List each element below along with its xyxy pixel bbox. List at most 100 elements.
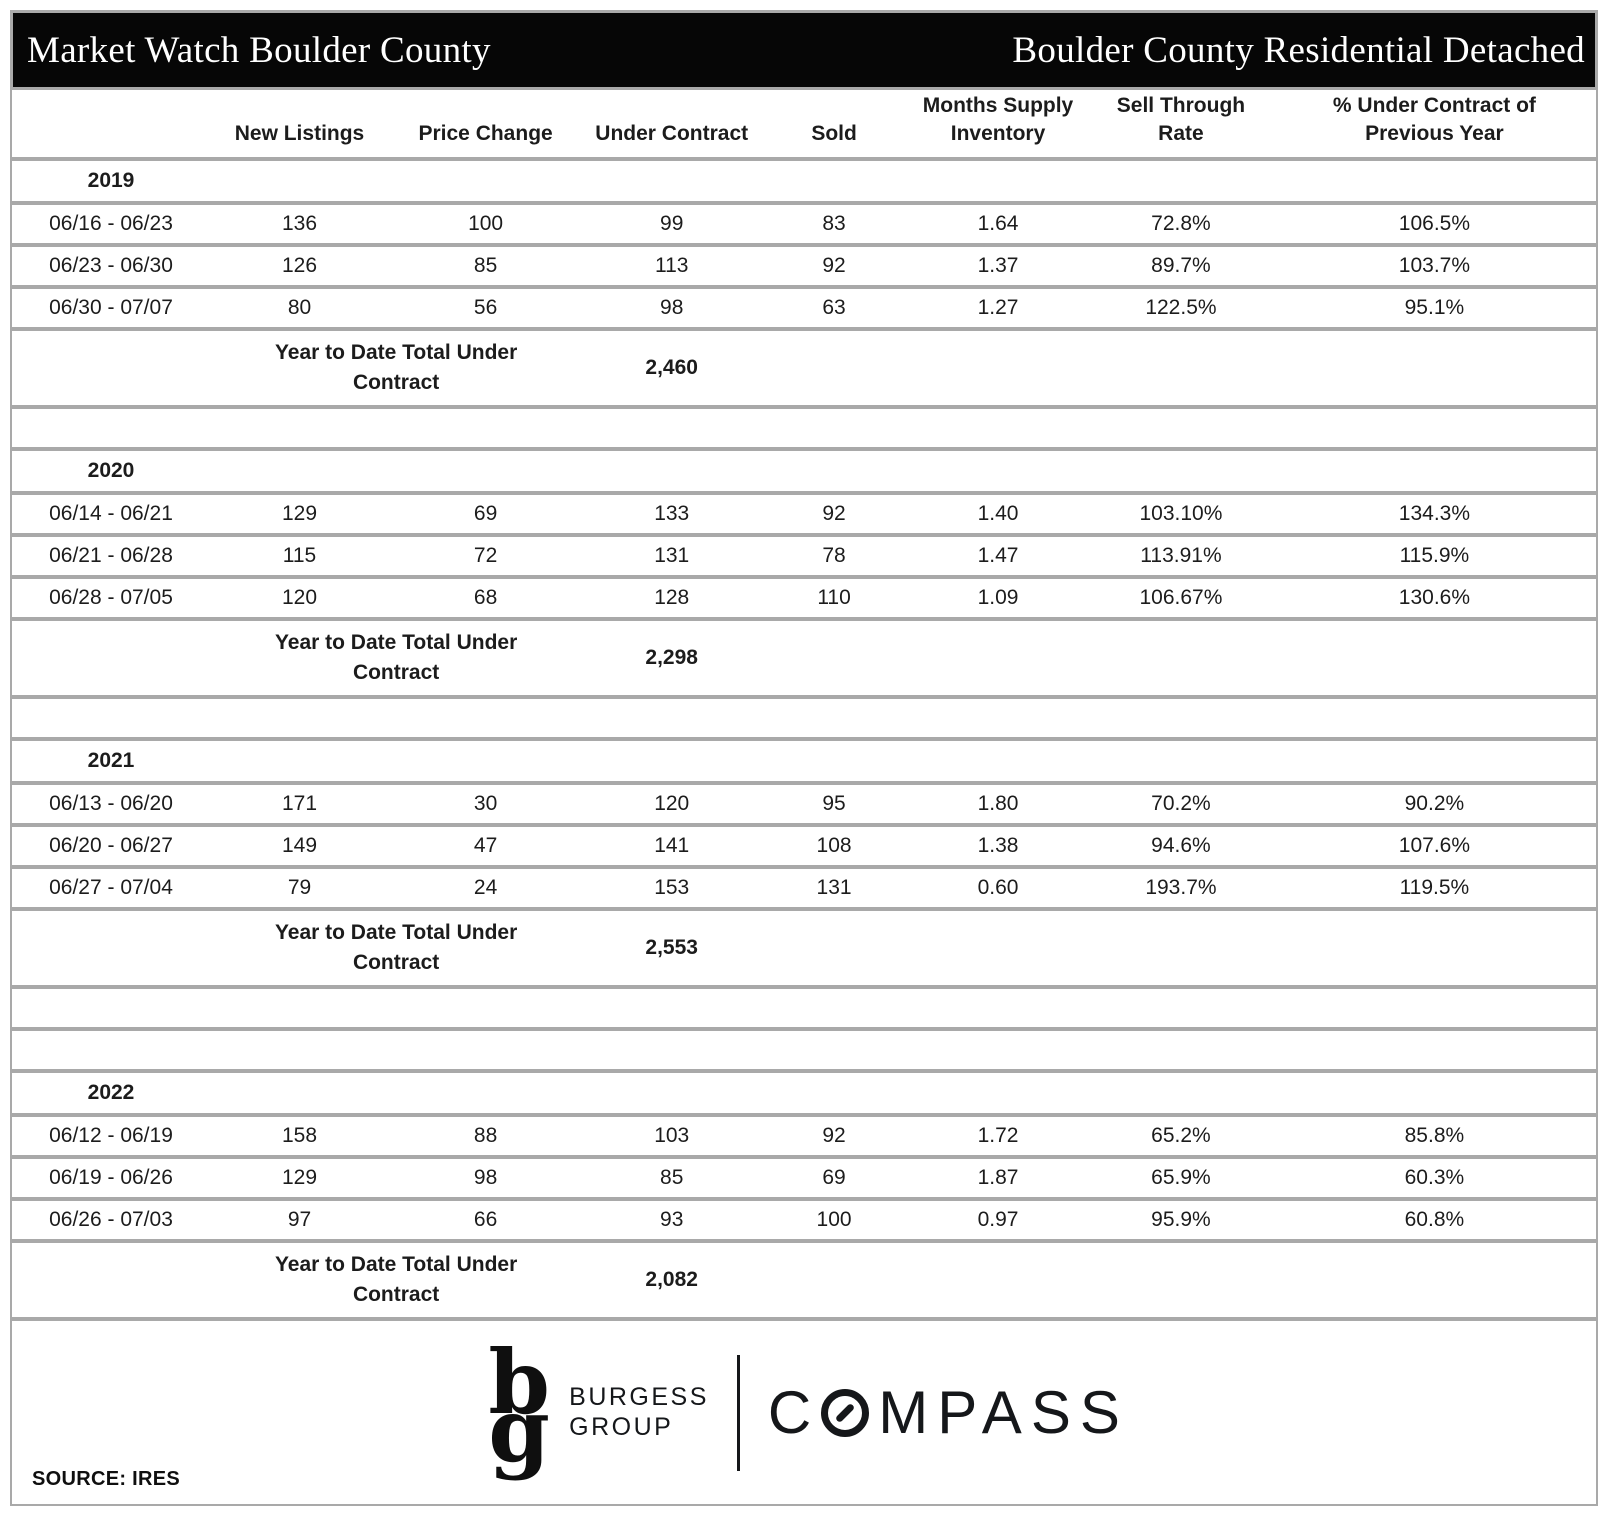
price-change-cell: 100 <box>468 212 504 235</box>
under-contract-cell: 153 <box>654 876 690 899</box>
ytd-total-value: 2,553 <box>645 936 698 959</box>
sell-through-cell: 122.5% <box>1145 296 1217 319</box>
report-title: Market Watch Boulder County <box>27 29 491 71</box>
months-supply-cell: 0.60 <box>977 876 1019 899</box>
pct-prev-year-cell: 95.1% <box>1404 296 1465 319</box>
ytd-total-value: 2,082 <box>645 1268 698 1291</box>
ytd-total-label: Year to Date Total Under Contract <box>274 340 518 394</box>
compass-o-needle-icon <box>821 1388 870 1437</box>
monogram-letter-g: g <box>488 1377 550 1482</box>
months-supply-cell: 1.87 <box>977 1166 1019 1189</box>
column-header-sell_through_rate: Sell Through Rate <box>1116 94 1246 145</box>
year-label: 2020 <box>87 459 135 482</box>
under-contract-cell: 141 <box>654 834 690 857</box>
period-cell: 06/26 - 07/03 <box>49 1208 173 1231</box>
period-cell: 06/19 - 06/26 <box>49 1166 173 1189</box>
sold-cell: 83 <box>822 212 846 235</box>
price-change-cell: 66 <box>473 1208 498 1231</box>
market-data-table: New Listings Price Change Under Contract So… <box>10 90 1598 1506</box>
under-contract-cell: 103 <box>654 1124 690 1147</box>
months-supply-cell: 1.47 <box>977 544 1019 567</box>
column-header-new_listings: New Listings <box>234 121 365 145</box>
table-row: 06/27 - 07/04 79 24 153 131 0.60 193.7% … <box>12 869 1596 911</box>
new-listings-cell: 129 <box>281 1166 318 1189</box>
column-header-row: New Listings Price Change Under Contract So… <box>12 90 1596 161</box>
new-listings-cell: 129 <box>281 502 318 525</box>
table-row: 06/23 - 06/30 126 85 113 92 1.37 89.7% 1… <box>12 247 1596 289</box>
months-supply-cell: 1.64 <box>977 212 1019 235</box>
under-contract-cell: 131 <box>654 544 690 567</box>
sold-cell: 131 <box>816 876 852 899</box>
column-header-months_supply_inventory: Months Supply Inventory <box>922 94 1074 145</box>
sell-through-cell: 95.9% <box>1151 1208 1211 1231</box>
sold-cell: 110 <box>817 586 851 609</box>
sell-through-cell: 193.7% <box>1145 876 1217 899</box>
period-cell: 06/13 - 06/20 <box>49 792 173 815</box>
new-listings-cell: 120 <box>281 586 318 609</box>
year-header-row: 2022 <box>12 1073 1596 1117</box>
price-change-cell: 88 <box>473 1124 498 1147</box>
table-row: 06/12 - 06/19 158 88 103 92 1.72 65.2% 8… <box>12 1117 1596 1159</box>
ytd-total-value: 2,460 <box>645 356 698 379</box>
price-change-cell: 98 <box>473 1166 498 1189</box>
sell-through-cell: 113.91% <box>1140 544 1222 567</box>
sold-cell: 100 <box>816 1208 852 1231</box>
column-header-sold: Sold <box>811 121 857 145</box>
ytd-total-row: Year to Date Total Under Contract 2,553 <box>12 911 1596 989</box>
sold-cell: 92 <box>822 1124 846 1147</box>
ytd-total-label: Year to Date Total Under Contract <box>274 630 518 684</box>
period-cell: 06/16 - 06/23 <box>49 212 173 235</box>
table-body: 2019 06/16 - 06/23 136 100 99 83 1.64 72… <box>12 161 1596 1321</box>
sold-cell: 108 <box>816 834 852 857</box>
period-cell: 06/20 - 06/27 <box>49 834 173 857</box>
source-note: SOURCE: IRES <box>32 1468 181 1490</box>
sell-through-cell: 103.10% <box>1139 502 1223 525</box>
burgess-line2: GROUP <box>569 1412 674 1441</box>
new-listings-cell: 171 <box>281 792 318 815</box>
months-supply-cell: 1.38 <box>977 834 1019 857</box>
sell-through-cell: 106.67% <box>1139 586 1223 609</box>
under-contract-cell: 93 <box>660 1208 684 1231</box>
price-change-cell: 72 <box>473 544 498 567</box>
table-row: 06/21 - 06/28 115 72 131 78 1.47 113.91%… <box>12 537 1596 579</box>
sell-through-cell: 65.2% <box>1151 1124 1211 1147</box>
under-contract-cell: 113 <box>654 254 689 277</box>
price-change-cell: 47 <box>473 834 498 857</box>
period-cell: 06/28 - 07/05 <box>49 586 173 609</box>
pct-prev-year-cell: 115.9% <box>1399 544 1470 567</box>
year-header-row: 2019 <box>12 161 1596 205</box>
pct-prev-year-cell: 106.5% <box>1398 212 1471 235</box>
pct-prev-year-cell: 103.7% <box>1398 254 1471 277</box>
period-cell: 06/12 - 06/19 <box>49 1124 173 1147</box>
spacer-row <box>12 989 1596 1031</box>
ytd-total-row: Year to Date Total Under Contract 2,298 <box>12 621 1596 699</box>
table-row: 06/14 - 06/21 129 69 133 92 1.40 103.10%… <box>12 495 1596 537</box>
ytd-total-label: Year to Date Total Under Contract <box>274 1252 518 1306</box>
year-label: 2021 <box>87 749 135 772</box>
burgess-group-wordmark: BURGESS GROUP <box>569 1383 709 1442</box>
pct-prev-year-cell: 119.5% <box>1399 876 1470 899</box>
sell-through-cell: 65.9% <box>1151 1166 1211 1189</box>
price-change-cell: 56 <box>473 296 498 319</box>
months-supply-cell: 1.40 <box>977 502 1019 525</box>
sold-cell: 92 <box>822 254 846 277</box>
new-listings-cell: 149 <box>281 834 318 857</box>
table-row: 06/30 - 07/07 80 56 98 63 1.27 122.5% 95… <box>12 289 1596 331</box>
new-listings-cell: 115 <box>282 544 317 567</box>
sold-cell: 95 <box>822 792 846 815</box>
under-contract-cell: 98 <box>660 296 684 319</box>
period-cell: 06/27 - 07/04 <box>49 876 173 899</box>
period-cell: 06/14 - 06/21 <box>49 502 173 525</box>
burgess-line1: BURGESS <box>569 1383 709 1411</box>
sell-through-cell: 70.2% <box>1151 792 1211 815</box>
price-change-cell: 30 <box>473 792 498 815</box>
table-row: 06/16 - 06/23 136 100 99 83 1.64 72.8% 1… <box>12 205 1596 247</box>
price-change-cell: 85 <box>473 254 498 277</box>
compass-letters-mpass: MPASS <box>878 1379 1129 1446</box>
compass-letter-c: C <box>767 1379 821 1446</box>
sold-cell: 69 <box>822 1166 846 1189</box>
column-header-under_contract: Under Contract <box>595 121 749 145</box>
logo-divider <box>736 1354 740 1471</box>
year-label: 2022 <box>87 1081 135 1104</box>
logo-cluster: b g BURGESS GROUP C MPASS <box>12 1321 1596 1504</box>
